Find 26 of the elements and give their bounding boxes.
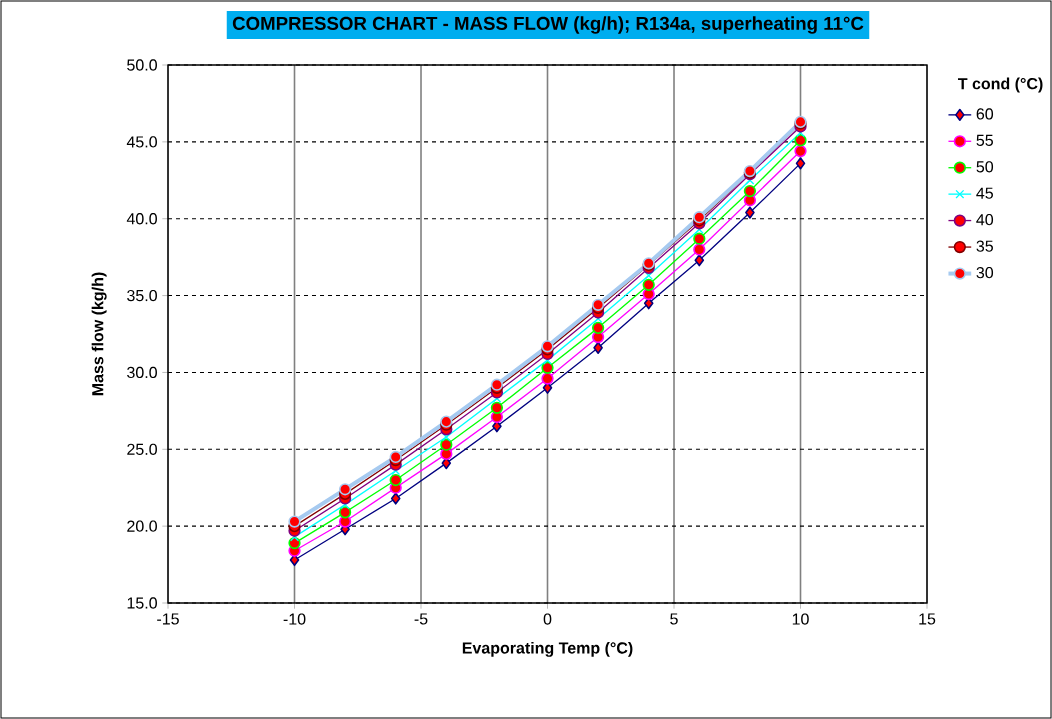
x-tick-label: 0: [543, 613, 552, 625]
x-tick-label: 5: [670, 613, 678, 625]
legend-label: 60: [976, 108, 994, 120]
x-tick-label: -5: [414, 613, 428, 625]
y-tick-label: 30.0: [127, 366, 157, 379]
y-tick-label: 50.0: [127, 59, 157, 71]
y-tick-label: 20.0: [127, 520, 157, 532]
legend-label: 30: [976, 266, 994, 279]
y-tick-label: 45.0: [126, 136, 157, 148]
legend-label: 45: [976, 187, 993, 199]
y-tick-label: 15.0: [127, 597, 157, 609]
legend-label: 55: [976, 134, 993, 146]
legend-label: 40: [976, 213, 994, 226]
x-tick-label: -10: [283, 613, 306, 625]
y-tick-label: 35.0: [127, 289, 157, 302]
y-axis-title: Mass flow (kg/h): [91, 272, 107, 396]
legend-label: 35: [976, 240, 993, 252]
x-tick-label: 15: [919, 613, 936, 625]
y-tick-label: 40.0: [126, 213, 157, 225]
x-tick-label: 10: [792, 613, 809, 625]
x-axis-title: Evaporating Temp (°C): [462, 641, 633, 657]
chart-title: COMPRESSOR CHART - MASS FLOW (kg/h); R134a, superheating 11°C: [232, 16, 864, 34]
legend-label: 50: [976, 161, 994, 173]
legend-title: T cond (°C): [958, 77, 1043, 93]
x-tick-label: -15: [157, 613, 179, 625]
y-tick-label: 25.0: [127, 443, 157, 455]
